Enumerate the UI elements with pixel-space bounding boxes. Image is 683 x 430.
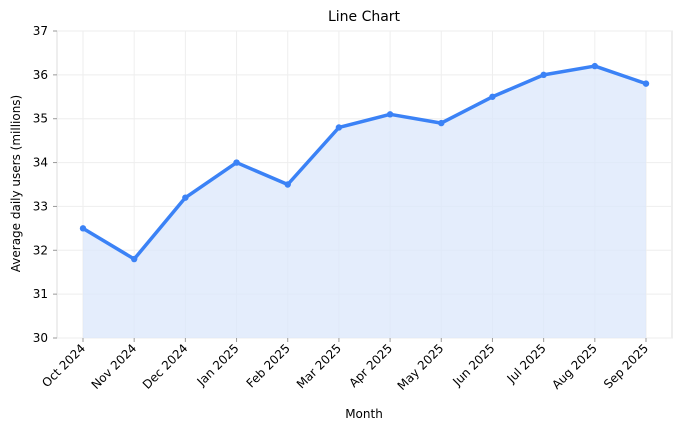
y-tick-label: 34	[33, 156, 48, 170]
y-tick-label: 30	[33, 331, 48, 345]
y-tick-label: 36	[33, 68, 48, 82]
y-tick-label: 37	[33, 24, 48, 38]
data-point	[335, 124, 343, 131]
data-point	[540, 71, 547, 79]
x-tick-label: Oct 2024	[39, 341, 88, 390]
x-tick-label: Aug 2025	[549, 341, 600, 392]
data-point	[233, 159, 240, 166]
data-point	[130, 255, 138, 263]
x-axis-label: Month	[345, 407, 383, 421]
data-point	[284, 181, 291, 188]
x-tick-label: Apr 2025	[346, 341, 395, 390]
x-tick-label: Jan 2025	[194, 341, 242, 389]
line-layer	[81, 64, 648, 261]
x-tick-label: Nov 2024	[89, 341, 140, 392]
x-tick-label: Jul 2025	[504, 341, 549, 386]
y-tick-label: 33	[33, 199, 48, 213]
data-point	[591, 62, 599, 70]
y-tick-label: 35	[33, 112, 48, 126]
area-layer	[83, 66, 646, 338]
chart-title: Line Chart	[328, 9, 401, 25]
marker-layer	[79, 62, 650, 263]
y-axis-label: Average daily users (millions)	[9, 95, 23, 272]
x-tick-label: Sep 2025	[601, 341, 651, 391]
x-tick-label: Jun 2025	[449, 341, 497, 389]
x-tick-label: Mar 2025	[294, 341, 344, 391]
data-point	[386, 111, 394, 118]
data-point	[438, 119, 445, 127]
data-point	[182, 194, 189, 201]
y-tick-label: 32	[33, 243, 48, 257]
data-point	[79, 225, 87, 232]
x-tick-label: May 2025	[395, 341, 447, 393]
data-point	[642, 80, 650, 87]
y-tick-label: 31	[33, 287, 48, 301]
x-tick-label: Feb 2025	[244, 341, 293, 390]
series-line	[81, 64, 648, 261]
data-point	[489, 93, 496, 100]
series-area	[83, 66, 646, 338]
x-tick-label: Dec 2024	[140, 341, 191, 392]
